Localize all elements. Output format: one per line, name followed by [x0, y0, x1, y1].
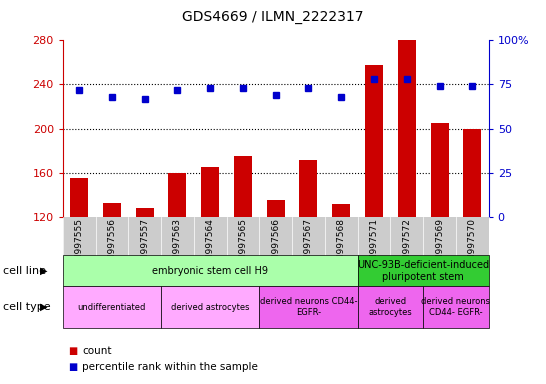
Text: derived neurons CD44-
EGFR-: derived neurons CD44- EGFR-	[260, 298, 357, 317]
Bar	[103, 203, 121, 217]
Bar	[136, 208, 154, 217]
Text: percentile rank within the sample: percentile rank within the sample	[82, 362, 258, 372]
Text: cell type: cell type	[3, 302, 50, 312]
Text: count: count	[82, 346, 111, 356]
Bar	[463, 129, 482, 217]
Bar	[70, 178, 88, 217]
Text: cell line: cell line	[3, 266, 46, 276]
Bar	[201, 167, 219, 217]
Text: UNC-93B-deficient-induced
pluripotent stem: UNC-93B-deficient-induced pluripotent st…	[357, 260, 489, 281]
Bar	[332, 204, 351, 217]
Text: derived neurons
CD44- EGFR-: derived neurons CD44- EGFR-	[422, 298, 490, 317]
Bar	[397, 40, 416, 217]
Text: undifferentiated: undifferentiated	[78, 303, 146, 312]
Bar	[299, 160, 317, 217]
Text: ■: ■	[68, 362, 78, 372]
Text: derived
astrocytes: derived astrocytes	[369, 298, 412, 317]
Bar	[266, 200, 285, 217]
Bar	[365, 65, 383, 217]
Bar	[430, 123, 449, 217]
Text: ■: ■	[68, 346, 78, 356]
Text: derived astrocytes: derived astrocytes	[171, 303, 250, 312]
Text: ▶: ▶	[40, 266, 48, 276]
Text: embryonic stem cell H9: embryonic stem cell H9	[152, 266, 268, 276]
Bar	[168, 173, 187, 217]
Bar	[234, 156, 252, 217]
Text: GDS4669 / ILMN_2222317: GDS4669 / ILMN_2222317	[182, 10, 364, 23]
Text: ▶: ▶	[40, 302, 48, 312]
